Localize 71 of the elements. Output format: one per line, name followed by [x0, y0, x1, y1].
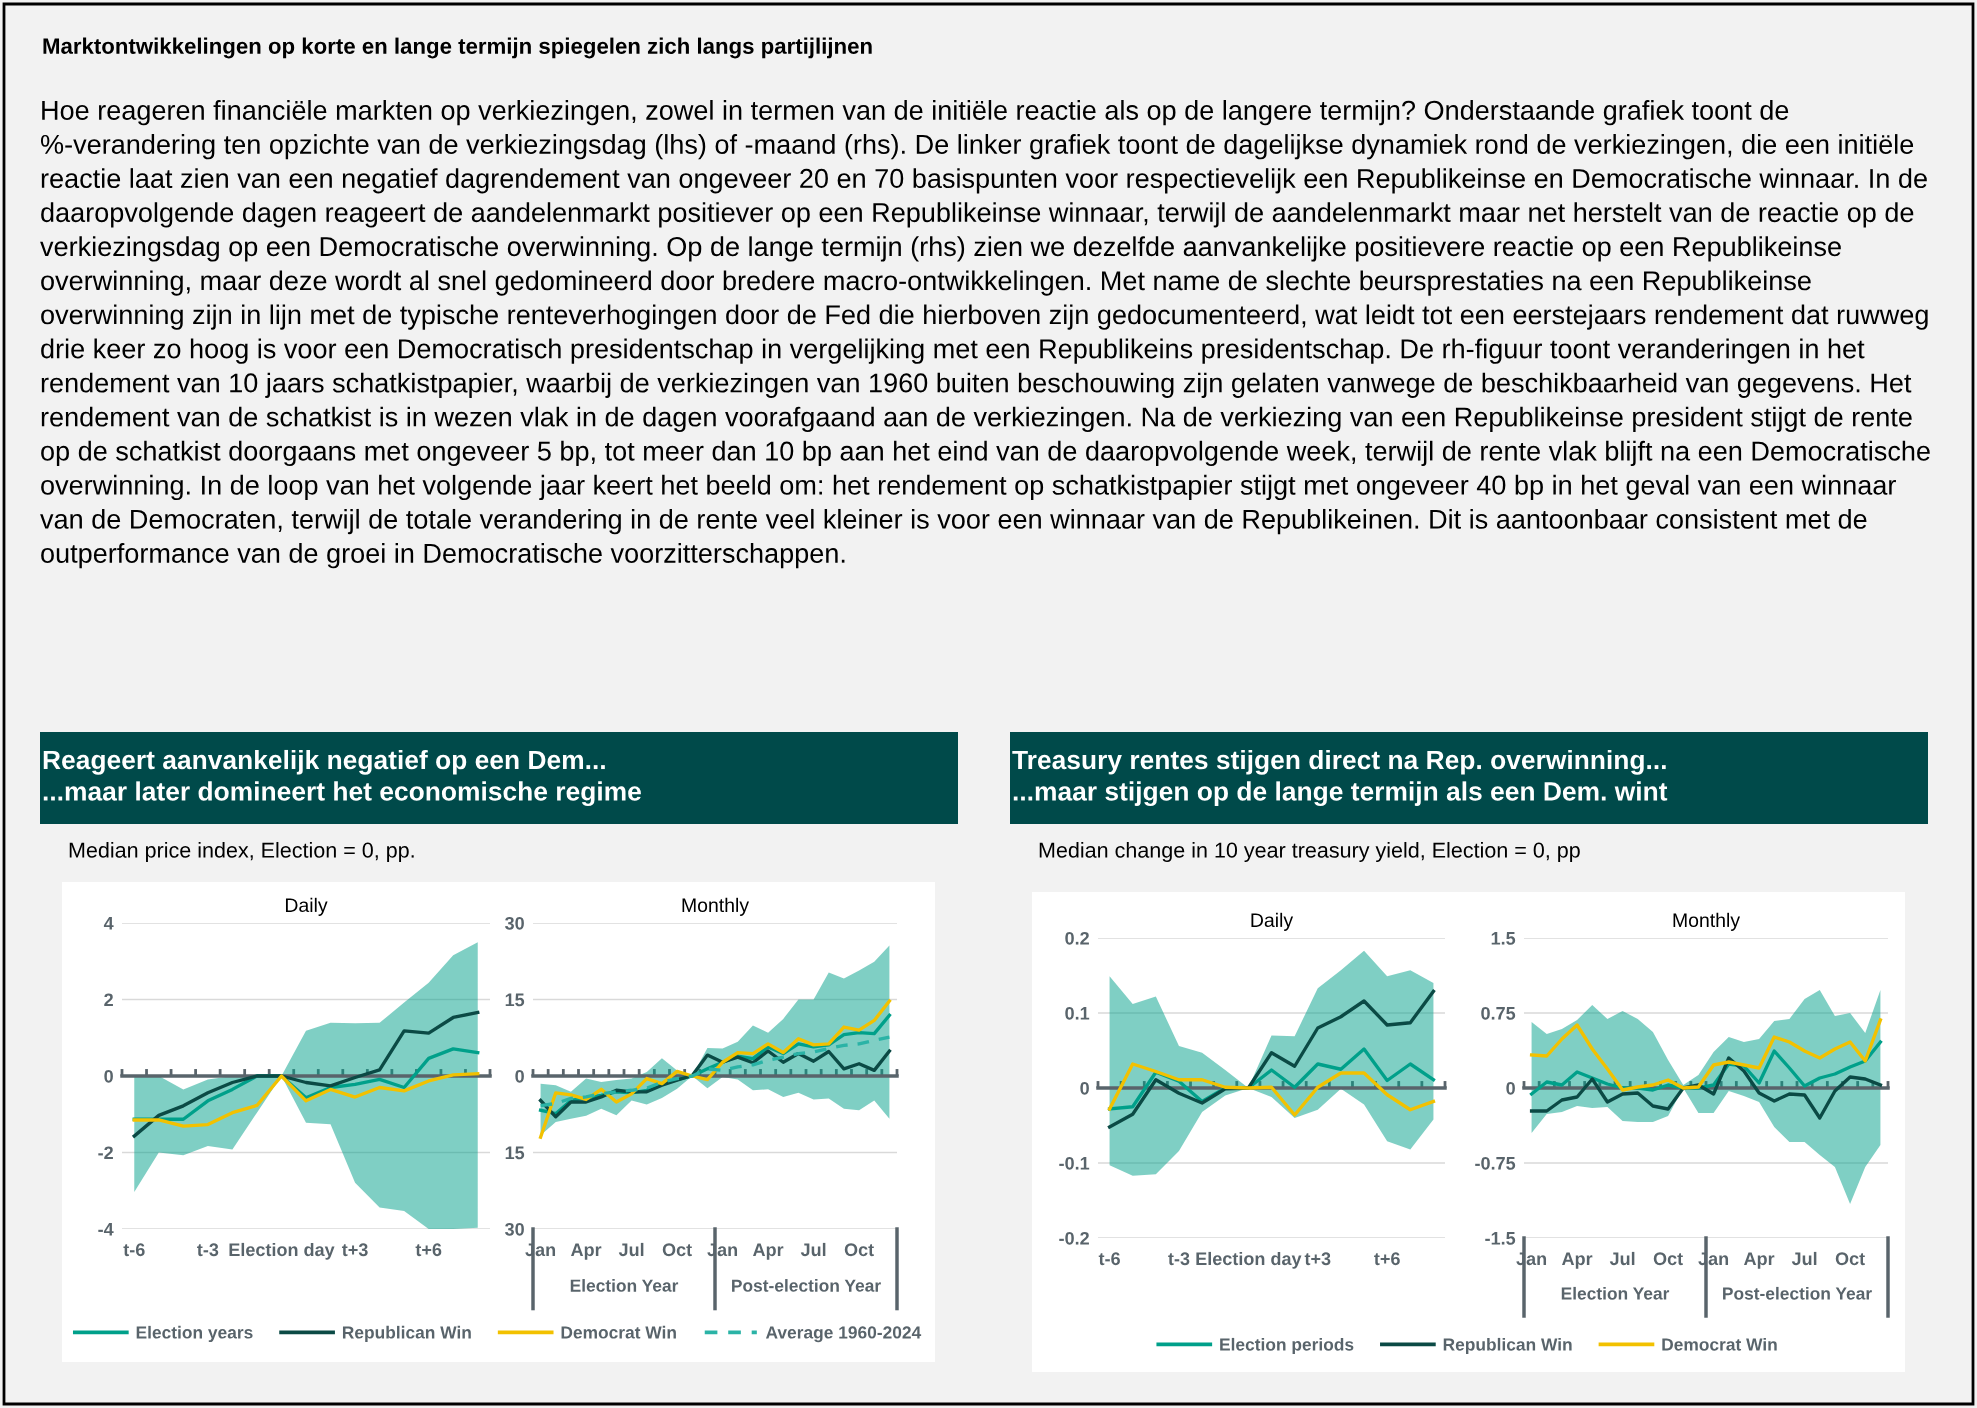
chart-title: Monthly: [1673, 912, 1741, 931]
y-tick-label: 0: [515, 1069, 524, 1083]
text: Post-election Year: [732, 1279, 881, 1292]
chart-title: Daily: [1251, 912, 1294, 931]
y-tick-label: -0.2: [1059, 1231, 1089, 1245]
x-tick-label: t-6: [1098, 1252, 1120, 1266]
x-tick-label: Oct: [1653, 1252, 1683, 1266]
text: Election Year: [1561, 1286, 1670, 1300]
y-tick-label: -2: [98, 1146, 113, 1160]
y-tick-label: 15: [505, 1146, 525, 1160]
y-tick-label: 0.75: [1481, 1006, 1516, 1020]
y-tick-label: 4: [103, 917, 114, 930]
y-tick-label: 0: [104, 1069, 113, 1083]
y-tick-label: 0.1: [1065, 1006, 1090, 1020]
x-tick-label: Apr: [752, 1243, 784, 1260]
y-tick-label: -4: [98, 1223, 114, 1236]
line-series: [132, 1010, 480, 1138]
legend-label: Republican Win: [1443, 1337, 1572, 1355]
line-series: [1107, 989, 1436, 1129]
x-tick-label: Election day: [1196, 1251, 1302, 1269]
legend-label: Republican Win: [342, 1325, 471, 1343]
y-tick-label: -0.75: [1475, 1156, 1516, 1170]
x-tick-label: t+3: [1304, 1252, 1331, 1266]
chart-title: Daily: [285, 897, 328, 916]
x-tick-label: Jul: [1609, 1251, 1635, 1266]
x-tick-label: Oct: [844, 1243, 874, 1257]
line-series: [538, 999, 892, 1139]
x-tick-label: Oct: [662, 1243, 692, 1257]
y-tick-label: 0: [1506, 1081, 1515, 1095]
x-tick-label: Election day: [229, 1242, 335, 1260]
x-tick-label: t+3: [341, 1243, 368, 1257]
line-series: [1529, 1018, 1883, 1092]
line-series: [538, 1035, 892, 1108]
x-tick-label: t+6: [1374, 1252, 1400, 1266]
text: Median price index, Election = 0, pp.: [69, 841, 414, 863]
x-tick-label: Apr: [1743, 1252, 1775, 1269]
text: Marktontwikkelingen op korte en lange termijn spiegelen zich langs partijlijnen: [43, 37, 872, 59]
x-tick-label: t-6: [123, 1243, 145, 1257]
x-tick-label: Jul: [618, 1242, 644, 1257]
x-tick-label: t-3: [197, 1243, 219, 1257]
text: Treasury rentes stijgen direct na Rep. overwinning... ...maar stijgen op de lange termijn als een Dem. wint: [1012, 749, 1668, 807]
y-tick-label: 0.2: [1065, 931, 1089, 945]
line-series: [1529, 1056, 1883, 1120]
chart-title: Monthly: [682, 897, 750, 916]
line-series: [1107, 1062, 1436, 1117]
x-tick-label: Apr: [1561, 1252, 1593, 1269]
legend-label: Election years: [136, 1325, 253, 1343]
x-tick-label: Jul: [800, 1242, 826, 1257]
text: Median change in 10 year treasury yield, Election = 0, pp: [1039, 841, 1580, 863]
y-tick-label: -1.5: [1485, 1232, 1516, 1245]
text: Post-election Year: [1723, 1286, 1872, 1300]
legend-label: Average 1960-2024: [765, 1326, 922, 1343]
y-tick-label: 15: [505, 993, 525, 1007]
x-tick-label: t-3: [1168, 1252, 1190, 1266]
text: Hoe reageren financiële markten op verkiezingen, zowel in termen van de initiële reactie als op de langere termijn? Onderstaande grafiek toont de %-verandering ten opzichte van de verkiezingsdag (lhs) of -maand (rhs). De linker grafiek toont de dagelijkse dynamiek rond de verkiezingen, die een initiële reactie laat zien van een negatief dagrendement van ongeveer 20 en 70 basispunten voor respectievelijk een Republikeinse en Democratische winnaar. In de daaropvolgende dagen reageert de aandelenmarkt positiever op een Republikeinse winnaar, terwijl de aandelenmarkt maar net herstelt van de reactie op de verkiezingsdag op een Democratische overwinning. Op de lange termijn (rhs) zien we dezelfde aanvankelijke positievere reactie op een Republikeinse overwinning, maar deze wordt al snel gedomineerd door bredere macro-ontwikkelingen. Met name de slechte beursprestaties na een Republikeinse overwinning zijn in lijn met de typische renteverhogingen door de Fed die hierboven zijn gedocumenteerd, wat leidt tot een eerstejaars rendement dat ruwweg drie keer zo hoog is voor een Democratisch presidentschap in vergelijking met een Republikeins presidentschap. De rh-figuur toont veranderingen in het rendement van 10 jaars schatkistpapier, waarbij de verkiezingen van 1960 buiten beschouwing zijn gelaten vanwege de beschikbaarheid van gegevens. Het rendement van de schatkist is in wezen vlak in de dagen voorafgaand aan de verkiezingen. Na de verkiezing van een Republikeinse president stijgt de rente op de schatkist doorgaans met ongeveer 5 bp, tot meer dan 10 bp aan het eind van de daaropvolgende week, terwijl de rente vlak blijft na een Democratische overwinning. In de loop van het volgende jaar keert het beeld om: het rendement op schatkistpapier stijgt met ongeveer 40 bp in het geval van een winnaar van de Democraten, terwijl de totale verandering in de rente veel kleiner is voor een winnaar van de Republikeinen. Dit is aantoonbaar consistent met de outperformance van de groei in Democratische voorzitterschappen.: [40, 100, 1930, 569]
line-series: [132, 1072, 480, 1128]
legend-label: Election periods: [1220, 1337, 1354, 1355]
x-tick-label: Jul: [1791, 1251, 1817, 1266]
text: Reageert aanvankelijk negatief op een Dem... ...maar later domineert het economische regime: [43, 749, 641, 807]
y-tick-label: 30: [505, 1222, 524, 1236]
text: Election Year: [570, 1279, 679, 1292]
x-tick-label: Apr: [570, 1243, 602, 1260]
x-tick-label: t+6: [415, 1243, 442, 1257]
legend-label: Democrat Win: [1662, 1337, 1777, 1351]
y-tick-label: 1.5: [1491, 932, 1516, 945]
y-tick-label: 0: [1080, 1081, 1089, 1095]
legend-label: Democrat Win: [561, 1325, 676, 1339]
x-tick-label: Oct: [1835, 1252, 1865, 1266]
y-tick-label: -0.1: [1059, 1156, 1090, 1170]
y-tick-label: 30: [505, 916, 524, 930]
y-tick-label: 2: [104, 993, 113, 1007]
